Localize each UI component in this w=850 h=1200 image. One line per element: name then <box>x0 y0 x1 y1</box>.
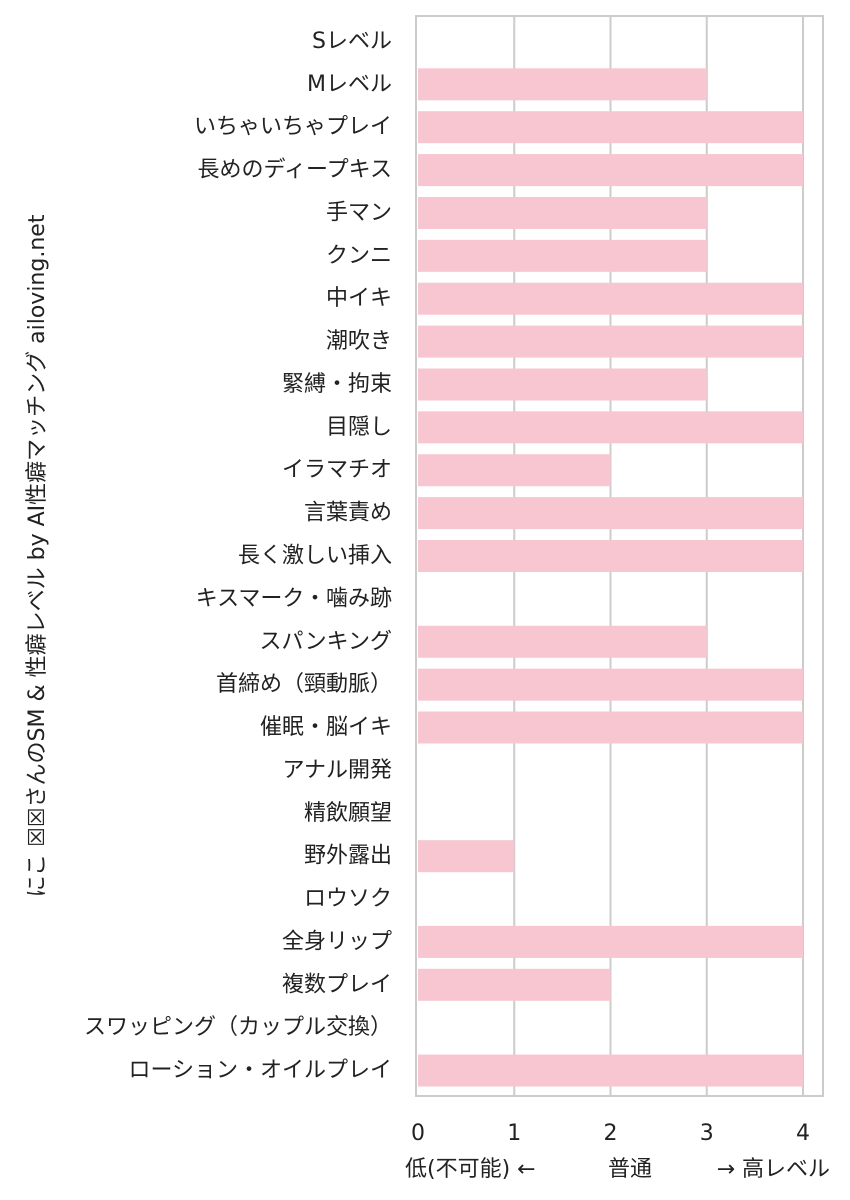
category-labels: Sレベル Mレベルいちゃいちゃプレイ長めのディープキス手マンクンニ中イキ潮吹き緊縛… <box>84 29 392 1083</box>
bar <box>418 497 803 530</box>
category-label: 長めのディープキス <box>198 158 392 183</box>
category-label: イラマチオ <box>282 458 392 483</box>
category-label: 全身リップ <box>282 929 392 954</box>
bar <box>418 111 803 144</box>
x-axis-middle-caption: 普通 <box>608 1157 652 1182</box>
category-label: Mレベル <box>307 72 392 97</box>
category-label: 長く激しい挿入 <box>238 544 392 569</box>
bar <box>418 368 707 401</box>
bar <box>418 840 515 873</box>
category-label: Sレベル <box>312 29 392 54</box>
bar <box>418 411 803 444</box>
y-axis-title: にこ ☒☒さんのSM & 性癖レベル by AI性癖マッチング ailoving… <box>25 214 50 897</box>
category-label: 緊縛・拘束 <box>282 372 392 397</box>
bar <box>418 282 803 315</box>
plot-frame <box>415 15 824 1097</box>
x-tick-label: 3 <box>700 1121 714 1146</box>
category-label: ロウソク <box>304 887 392 912</box>
category-label: 催眠・脳イキ <box>260 715 392 740</box>
category-label: 複数プレイ <box>282 972 392 997</box>
category-label: スパンキング <box>260 629 392 654</box>
bars <box>418 68 803 1087</box>
bar <box>418 968 611 1001</box>
bar <box>418 1054 803 1087</box>
x-axis-caption: 低(不可能) ← 普通 → 高レベル <box>405 1157 830 1182</box>
category-label: 中イキ <box>326 286 392 311</box>
bar <box>418 668 803 701</box>
category-label: 首締め（頸動脈） <box>216 672 392 697</box>
x-tick-label: 0 <box>411 1121 425 1146</box>
category-label: 潮吹き <box>326 329 392 354</box>
category-label: 言葉責め <box>304 501 392 526</box>
bar <box>418 711 803 744</box>
x-tick-label: 2 <box>604 1121 618 1146</box>
x-tick-labels: 0 1 2 3 4 <box>411 1121 810 1146</box>
category-label: 野外露出 <box>304 844 392 869</box>
category-label: 精飲願望 <box>304 801 392 826</box>
x-tick-label: 4 <box>796 1121 810 1146</box>
bar <box>418 154 803 187</box>
bar <box>418 68 707 101</box>
x-tick-label: 1 <box>507 1121 521 1146</box>
category-label: スワッピング（カップル交換） <box>84 1015 392 1040</box>
category-label: キスマーク・噛み跡 <box>196 586 392 611</box>
category-label: 手マン <box>326 200 392 225</box>
bar <box>418 325 803 358</box>
category-label: ローション・オイルプレイ <box>128 1058 392 1083</box>
x-axis-right-caption: → 高レベル <box>717 1157 830 1182</box>
bar <box>418 625 707 658</box>
category-label: アナル開発 <box>282 758 392 783</box>
category-label: いちゃいちゃプレイ <box>194 115 392 140</box>
category-label: 目隠し <box>326 415 392 440</box>
bar <box>418 239 707 272</box>
x-axis-left-caption: 低(不可能) ← <box>405 1157 536 1182</box>
bar <box>418 540 803 572</box>
bar <box>418 454 611 487</box>
category-label: クンニ <box>326 243 392 268</box>
bar <box>418 925 803 958</box>
bar <box>418 196 707 229</box>
